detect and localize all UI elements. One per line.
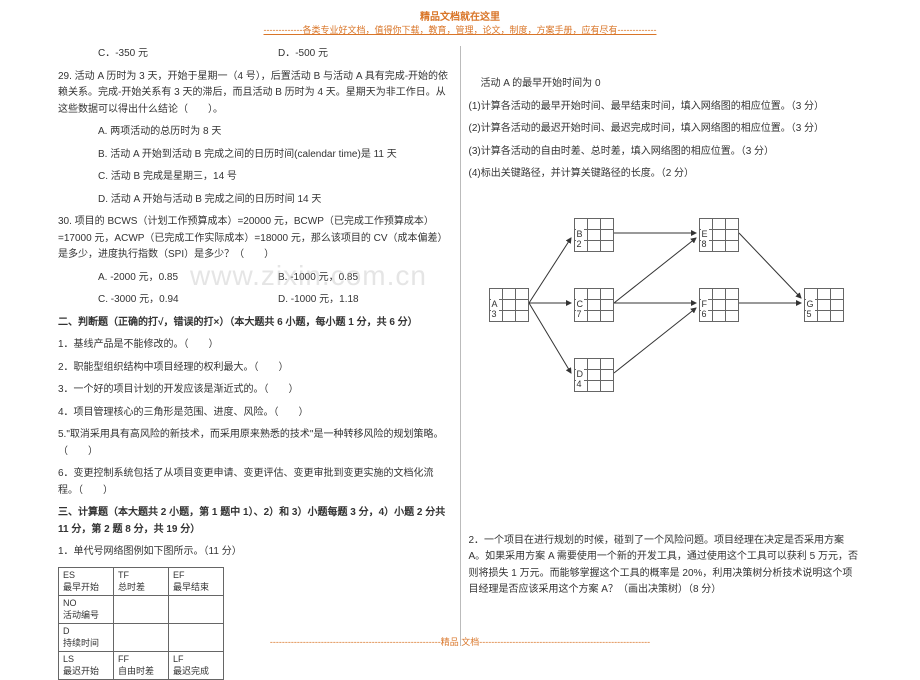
node-g: G5 bbox=[804, 288, 844, 322]
network-diagram: A3 B2 C7 D4 E8 F6 G5 bbox=[469, 203, 863, 393]
q30-opt-b: B. -1000 元，0.85 bbox=[278, 270, 358, 287]
left-column: C．-350 元 D．-500 元 29. 活动 A 历时为 3 天，开始于星期… bbox=[50, 46, 460, 680]
header-subtitle: -------------各类专业好文档，值得你下载，教育，管理，论文，制度，方… bbox=[0, 23, 920, 36]
calc-2: 2．一个项目在进行规划的时候，碰到了一个风险问题。项目经理在决定是否采用方案 A… bbox=[469, 533, 863, 599]
calc-1: 1．单代号网络图例如下图所示。（11 分） bbox=[58, 544, 452, 561]
judge-3: 3．一个好的项目计划的开发应该是渐近式的。（ ） bbox=[58, 382, 452, 399]
node-d: D4 bbox=[574, 358, 614, 392]
q28-opt-d: D．-500 元 bbox=[278, 46, 328, 63]
legend-table: ES最早开始TF总时差EF最早结束 NO活动编号 D持续时间 LS最迟开始FF自… bbox=[58, 567, 224, 680]
judge-6: 6．变更控制系统包括了从项目变更申请、变更评估、变更审批到变更实施的文档化流程。… bbox=[58, 466, 452, 499]
r4: (4)标出关键路径，并计算关键路径的长度。（2 分） bbox=[469, 166, 863, 183]
q28-opt-c: C．-350 元 bbox=[98, 46, 278, 63]
q30-opt-c: C. -3000 元，0.94 bbox=[98, 292, 278, 309]
judge-5: 5."取消采用具有高风险的新技术，而采用原来熟悉的技术"是一种转移风险的规划策略… bbox=[58, 427, 452, 460]
node-e: E8 bbox=[699, 218, 739, 252]
q29-opt-d: D. 活动 A 开始与活动 B 完成之间的日历时间 14 天 bbox=[58, 192, 452, 209]
page-footer: ----------------------------------------… bbox=[0, 635, 920, 648]
node-f: F6 bbox=[699, 288, 739, 322]
page-header: 精品文档就在这里 -------------各类专业好文档，值得你下载，教育，管… bbox=[0, 0, 920, 40]
judge-2: 2．职能型组织结构中项目经理的权利最大。（ ） bbox=[58, 360, 452, 377]
r1: (1)计算各活动的最早开始时间、最早结束时间，填入网络图的相应位置。（3 分） bbox=[469, 99, 863, 116]
q30-opt-d: D. -1000 元，1.18 bbox=[278, 292, 359, 309]
header-title: 精品文档就在这里 bbox=[0, 8, 920, 23]
content-columns: C．-350 元 D．-500 元 29. 活动 A 历时为 3 天，开始于星期… bbox=[0, 40, 920, 680]
q29-opt-b: B. 活动 A 开始到活动 B 完成之间的日历时间(calendar time)… bbox=[58, 147, 452, 164]
r2: (2)计算各活动的最迟开始时间、最迟完成时间，填入网络图的相应位置。（3 分） bbox=[469, 121, 863, 138]
section2-title: 二、判断题（正确的打√，错误的打×）（本大题共 6 小题，每小题 1 分，共 6… bbox=[58, 315, 452, 332]
q30-opt-a: A. -2000 元，0.85 bbox=[98, 270, 278, 287]
q30-row1: A. -2000 元，0.85 B. -1000 元，0.85 bbox=[58, 270, 452, 287]
node-c: C7 bbox=[574, 288, 614, 322]
q29-stem: 29. 活动 A 历时为 3 天，开始于星期一（4 号），后置活动 B 与活动 … bbox=[58, 69, 452, 119]
judge-1: 1．基线产品是不能修改的。（ ） bbox=[58, 337, 452, 354]
q30-stem: 30. 项目的 BCWS（计划工作预算成本）=20000 元，BCWP（已完成工… bbox=[58, 214, 452, 264]
q29-opt-c: C. 活动 B 完成是星期三，14 号 bbox=[58, 169, 452, 186]
right-column: 活动 A 的最早开始时间为 0 (1)计算各活动的最早开始时间、最早结束时间，填… bbox=[461, 46, 871, 680]
r0: 活动 A 的最早开始时间为 0 bbox=[469, 76, 863, 93]
node-b: B2 bbox=[574, 218, 614, 252]
node-a: A3 bbox=[489, 288, 529, 322]
judge-4: 4．项目管理核心的三角形是范围、进度、风险。（ ） bbox=[58, 405, 452, 422]
section3-title: 三、计算题（本大题共 2 小题，第 1 题中 1）、2）和 3）小题每题 3 分… bbox=[58, 505, 452, 538]
q29-opt-a: A. 两项活动的总历时为 8 天 bbox=[58, 124, 452, 141]
q30-row2: C. -3000 元，0.94 D. -1000 元，1.18 bbox=[58, 292, 452, 309]
r3: (3)计算各活动的自由时差、总时差，填入网络图的相应位置。（3 分） bbox=[469, 144, 863, 161]
q28-options: C．-350 元 D．-500 元 bbox=[58, 46, 452, 63]
